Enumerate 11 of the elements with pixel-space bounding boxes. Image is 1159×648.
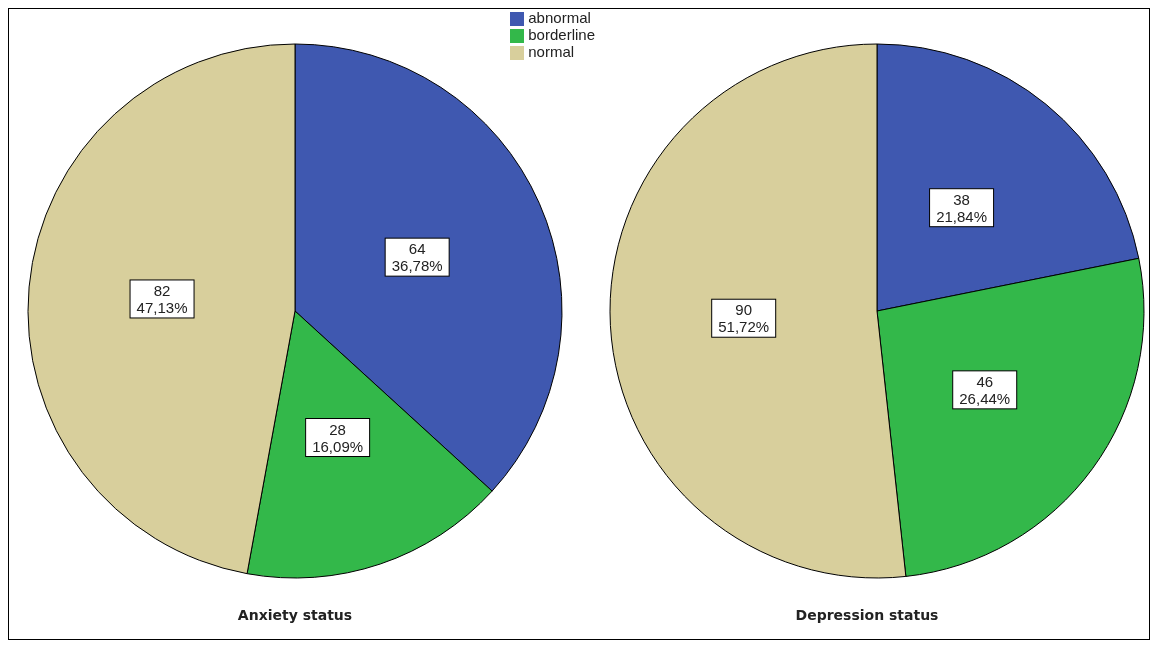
text: Anxiety status bbox=[236, 607, 354, 623]
text: Depression status bbox=[794, 607, 940, 623]
data-label: 90 51,72% bbox=[718, 301, 770, 336]
data-label: 38 21,84% bbox=[936, 190, 988, 225]
data-label: 28 16,09% bbox=[312, 420, 364, 455]
data-label: 46 26,44% bbox=[959, 372, 1011, 407]
data-label: 82 47,13% bbox=[136, 281, 188, 316]
legend-label: borderline bbox=[528, 26, 595, 44]
legend-label: abnormal bbox=[528, 9, 591, 26]
legend-label: normal bbox=[528, 43, 575, 61]
data-label: 64 36,78% bbox=[391, 240, 443, 275]
